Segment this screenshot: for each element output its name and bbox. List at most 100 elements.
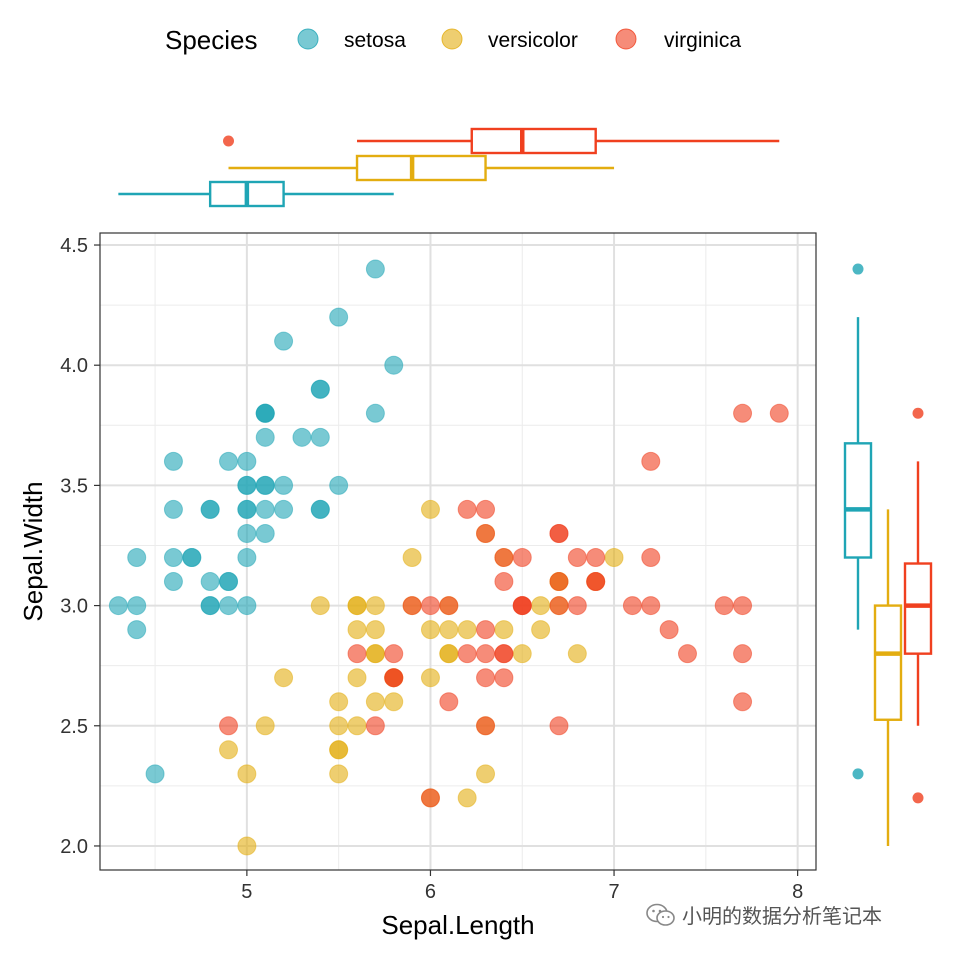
point-setosa — [200, 499, 220, 519]
point-virginica — [402, 596, 422, 616]
x-tick-label: 5 — [241, 881, 252, 903]
point-virginica — [567, 548, 587, 568]
point-virginica — [494, 644, 514, 664]
outlier — [912, 792, 924, 804]
x-tick-label: 6 — [425, 881, 436, 903]
point-virginica — [733, 403, 753, 423]
point-virginica — [384, 668, 404, 688]
legend-label-setosa: setosa — [344, 29, 406, 52]
point-versicolor — [237, 836, 257, 856]
y-tick-label: 4.5 — [60, 235, 88, 257]
point-virginica — [549, 572, 569, 592]
box — [873, 604, 903, 721]
point-virginica — [769, 403, 789, 423]
gridlines — [100, 233, 816, 870]
point-setosa — [310, 499, 330, 519]
y-tick-label: 2.5 — [60, 716, 88, 738]
point-virginica — [219, 716, 239, 736]
legend-title: Species — [165, 25, 258, 55]
point-setosa — [255, 427, 275, 447]
point-virginica — [622, 596, 642, 616]
point-versicolor — [531, 596, 551, 616]
point-versicolor — [329, 716, 349, 736]
legend: Species setosa versicolor virginica — [165, 25, 741, 55]
point-virginica — [476, 523, 496, 543]
point-virginica — [733, 692, 753, 712]
point-setosa — [127, 548, 147, 568]
point-virginica — [457, 644, 477, 664]
boxplot-top-versicolor — [228, 154, 615, 182]
point-setosa — [255, 499, 275, 519]
point-versicolor — [531, 620, 551, 640]
point-setosa — [237, 523, 257, 543]
point-virginica — [476, 716, 496, 736]
point-versicolor — [237, 764, 257, 784]
box — [843, 442, 873, 559]
point-versicolor — [494, 620, 514, 640]
boxplot-top-virginica — [223, 127, 780, 155]
legend-key-setosa — [297, 28, 319, 50]
point-versicolor — [476, 764, 496, 784]
point-virginica — [549, 596, 569, 616]
point-versicolor — [439, 620, 459, 640]
point-setosa — [163, 451, 183, 471]
outlier — [852, 263, 864, 275]
boxplot-right-versicolor — [873, 509, 903, 846]
point-versicolor — [219, 740, 239, 760]
y-tick-label: 2.0 — [60, 836, 88, 858]
point-versicolor — [329, 692, 349, 712]
point-setosa — [163, 548, 183, 568]
point-setosa — [329, 475, 349, 495]
point-setosa — [255, 523, 275, 543]
top-marginal-boxplots — [118, 127, 780, 208]
point-virginica — [567, 596, 587, 616]
plot-border — [99, 232, 817, 871]
point-virginica — [420, 788, 440, 808]
point-virginica — [476, 644, 496, 664]
point-virginica — [457, 499, 477, 519]
point-versicolor — [310, 596, 330, 616]
point-setosa — [163, 499, 183, 519]
point-setosa — [163, 572, 183, 592]
point-setosa — [219, 451, 239, 471]
point-virginica — [476, 499, 496, 519]
point-setosa — [200, 572, 220, 592]
x-axis-title: Sepal.Length — [381, 910, 534, 940]
x-tick-label: 8 — [792, 881, 803, 903]
point-setosa — [365, 259, 385, 279]
watermark-text: 小明的数据分析笔记本 — [682, 904, 882, 928]
point-versicolor — [329, 764, 349, 784]
point-setosa — [274, 475, 294, 495]
scatter-points — [108, 259, 789, 856]
point-setosa — [329, 307, 349, 327]
box — [470, 127, 597, 155]
point-versicolor — [365, 692, 385, 712]
point-virginica — [549, 523, 569, 543]
y-tick-label: 4.0 — [60, 355, 88, 377]
legend-key-virginica — [615, 28, 637, 50]
point-virginica — [494, 548, 514, 568]
point-versicolor — [604, 548, 624, 568]
point-virginica — [733, 644, 753, 664]
point-setosa — [237, 548, 257, 568]
point-virginica — [384, 644, 404, 664]
point-versicolor — [347, 716, 367, 736]
point-versicolor — [347, 596, 367, 616]
watermark: 小明的数据分析笔记本 — [646, 900, 882, 929]
point-setosa — [219, 572, 239, 592]
y-tick-label: 3.0 — [60, 596, 88, 618]
point-versicolor — [420, 499, 440, 519]
point-setosa — [365, 403, 385, 423]
point-versicolor — [384, 692, 404, 712]
point-setosa — [108, 596, 128, 616]
legend-label-versicolor: versicolor — [488, 29, 578, 52]
point-versicolor — [457, 788, 477, 808]
point-virginica — [586, 572, 606, 592]
point-versicolor — [365, 644, 385, 664]
point-versicolor — [457, 620, 477, 640]
point-versicolor — [365, 596, 385, 616]
boxplot-right-virginica — [903, 407, 933, 804]
point-setosa — [127, 620, 147, 640]
point-setosa — [384, 355, 404, 375]
